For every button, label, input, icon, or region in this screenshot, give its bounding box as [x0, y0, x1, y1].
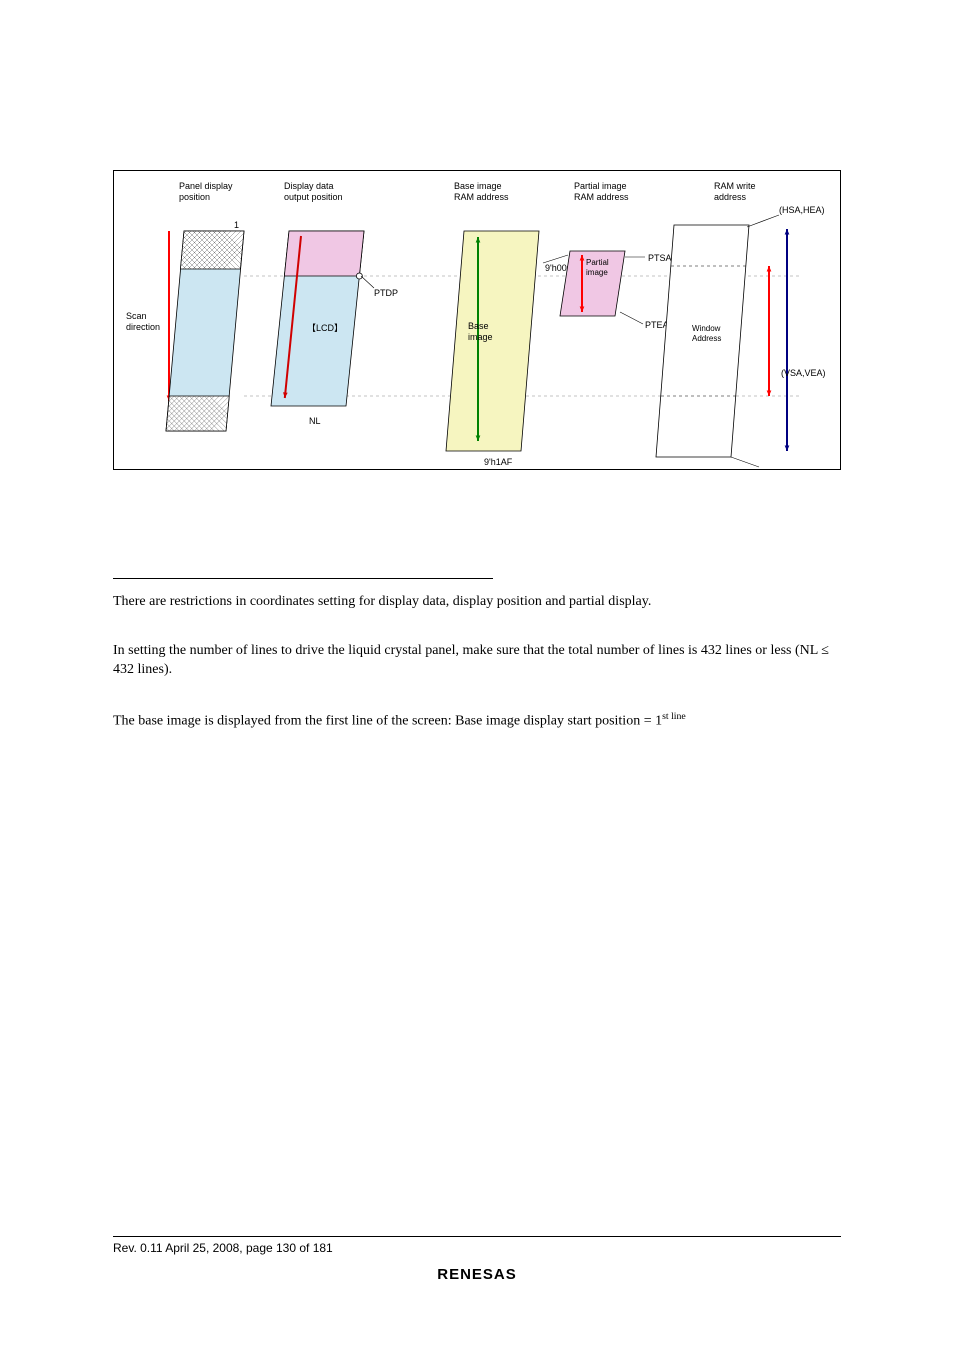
page: Panel displayposition Display dataoutput …: [0, 0, 954, 1350]
svg-text:RAM address: RAM address: [574, 192, 629, 202]
nl-lines-post: 432 lines).: [113, 662, 172, 677]
base-image-pre: The base image is displayed from the fir…: [113, 713, 662, 728]
diagram-container: Panel displayposition Display dataoutput …: [113, 170, 841, 470]
svg-text:(HSA,HEA): (HSA,HEA): [779, 205, 825, 215]
diagram-svg: Panel displayposition Display dataoutput …: [114, 171, 842, 471]
section-rule: [113, 578, 493, 579]
svg-text:RAM write: RAM write: [714, 181, 756, 191]
svg-text:Scan: Scan: [126, 311, 147, 321]
svg-text:Window: Window: [692, 324, 721, 333]
svg-text:RAM address: RAM address: [454, 192, 509, 202]
base-image-para: The base image is displayed from the fir…: [113, 710, 841, 732]
svg-text:Base image: Base image: [454, 181, 502, 191]
svg-text:image: image: [468, 332, 493, 342]
svg-text:1: 1: [234, 220, 239, 230]
svg-text:address: address: [714, 192, 747, 202]
svg-text:NL: NL: [309, 416, 321, 426]
svg-text:Partial image: Partial image: [574, 181, 627, 191]
footer-rev: Rev. 0.11 April 25, 2008, page 130 of 18…: [113, 1241, 841, 1255]
svg-text:Display data: Display data: [284, 181, 334, 191]
svg-text:output position: output position: [284, 192, 343, 202]
svg-text:PTDP: PTDP: [374, 288, 398, 298]
svg-text:Panel display: Panel display: [179, 181, 233, 191]
svg-text:【LCD】: 【LCD】: [307, 323, 343, 333]
body-text: There are restrictions in coordinates se…: [113, 593, 841, 731]
svg-text:image: image: [586, 268, 608, 277]
base-image-sup: st line: [662, 711, 686, 722]
nl-lines-pre: In setting the number of lines to drive …: [113, 643, 821, 658]
svg-text:Partial: Partial: [586, 258, 609, 267]
svg-text:Address: Address: [692, 334, 721, 343]
svg-text:direction: direction: [126, 322, 160, 332]
nl-lines-para: In setting the number of lines to drive …: [113, 642, 841, 680]
renesas-logo: RENESAS: [113, 1266, 841, 1283]
svg-text:position: position: [179, 192, 210, 202]
svg-text:9'h1AF: 9'h1AF: [484, 457, 513, 467]
footer: Rev. 0.11 April 25, 2008, page 130 of 18…: [113, 1236, 841, 1255]
leq-symbol: ≤: [821, 643, 829, 658]
restrictions-para: There are restrictions in coordinates se…: [113, 593, 841, 612]
svg-text:(VSA,VEA): (VSA,VEA): [781, 368, 826, 378]
svg-text:Base: Base: [468, 321, 489, 331]
footer-rule: [113, 1236, 841, 1237]
